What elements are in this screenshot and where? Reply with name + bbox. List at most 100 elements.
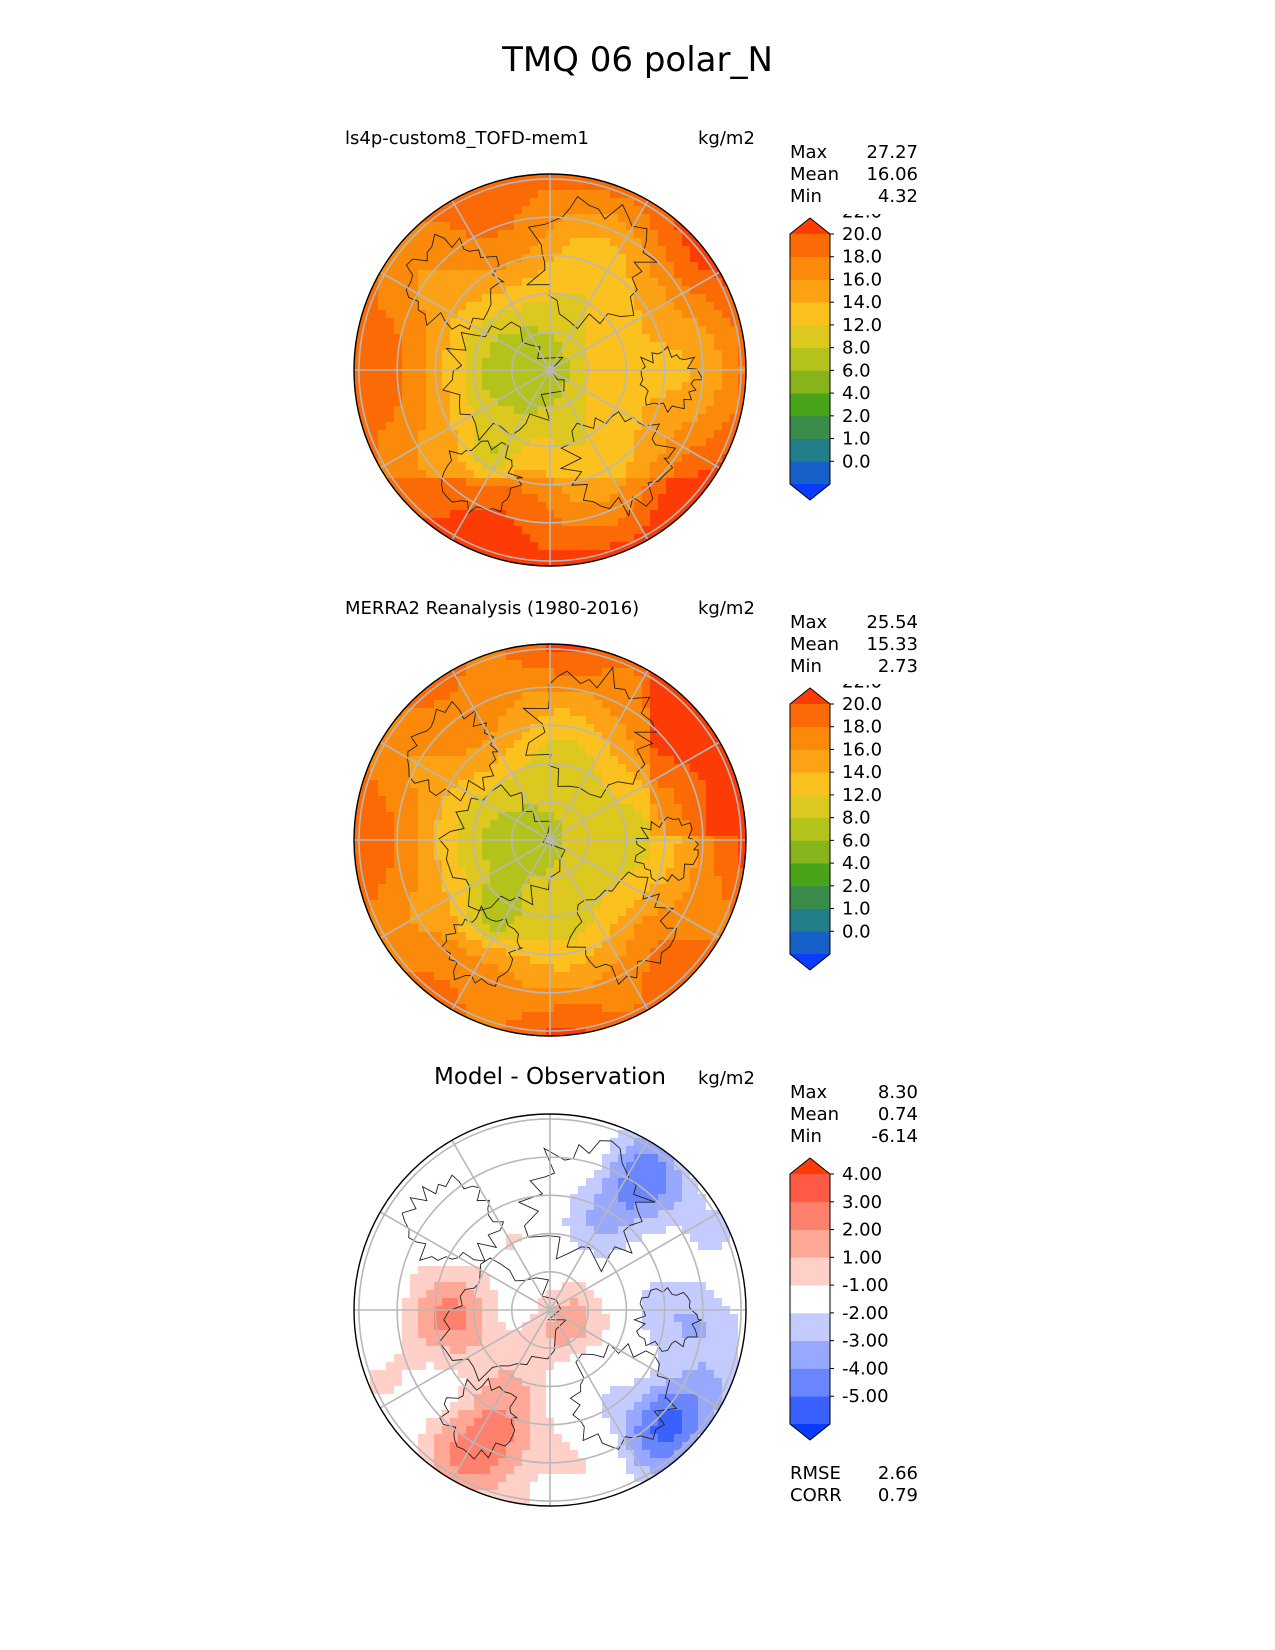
summary-stats: Max 8.30 Mean 0.74 Min -6.14: [790, 1082, 918, 1148]
colorbar-segment: [790, 772, 830, 796]
colorbar-segment: [790, 279, 830, 303]
colorbar-extend-max: [790, 1158, 830, 1174]
colorbar-tick-label: -4.00: [842, 1358, 889, 1379]
colorbar-tick-label: 2.0: [842, 406, 871, 427]
colorbar-extend-min: [790, 1424, 830, 1440]
colorbar-segment: [790, 256, 830, 280]
stat-row: Max 8.30: [790, 1082, 918, 1104]
summary-stats: Max 25.54 Mean 15.33 Min 2.73: [790, 612, 918, 678]
colorbar-segment: [790, 302, 830, 326]
colorbar-tick-label: 22.0: [842, 214, 882, 222]
stat-label: Max: [790, 612, 828, 633]
stat-label: Min: [790, 656, 822, 677]
colorbar: 0.01.02.04.06.08.012.014.016.018.020.0 22…: [789, 684, 882, 971]
stat-label: Min: [790, 186, 822, 207]
polar-map: [353, 1113, 747, 1507]
stat-row: Mean 0.74: [790, 1104, 918, 1126]
colorbar-segment: [790, 863, 830, 887]
stat-value: 25.54: [866, 612, 918, 633]
stat-label: Mean: [790, 1104, 840, 1125]
colorbar-segment: [790, 726, 830, 750]
colorbar-extend-max: [790, 218, 830, 234]
colorbar-segment: [790, 347, 830, 371]
colorbar-tick-label: 22.0: [842, 684, 882, 692]
colorbar-tick-label: 1.00: [842, 1247, 882, 1268]
stat-value: 2.73: [877, 656, 918, 677]
colorbar-tick-label: 14.0: [842, 762, 882, 783]
colorbar-tick-label: 8.0: [842, 338, 871, 359]
colorbar-tick-label: -3.00: [842, 1331, 889, 1352]
colorbar-segment: [790, 461, 830, 485]
stat-label: CORR: [790, 1485, 842, 1506]
colorbar-segment: [790, 234, 830, 258]
stat-row: Min 4.32: [790, 186, 918, 208]
colorbar-tick-label: 12.0: [842, 785, 882, 806]
stat-value: 16.06: [866, 164, 918, 185]
error-stats: RMSE 2.66 CORR 0.79: [790, 1463, 918, 1507]
colorbar-segment: [790, 438, 830, 462]
colorbar-segment: [790, 817, 830, 841]
colorbar-tick-label: 2.0: [842, 876, 871, 897]
stat-row: Min 2.73: [790, 656, 918, 678]
colorbar-tick-label: 0.0: [842, 921, 871, 942]
colorbar-tick-label: 2.00: [842, 1220, 882, 1241]
graticule: [354, 174, 746, 566]
colorbar-tick-label: 0.0: [842, 451, 871, 472]
colorbar-extend-min: [790, 484, 830, 500]
panel-obs: MERRA2 Reanalysis (1980-2016) kg/m2 Max 25.…: [0, 598, 1275, 1088]
graticule: [354, 1114, 746, 1506]
stat-label: Mean: [790, 634, 840, 655]
stat-row: RMSE 2.66: [790, 1463, 918, 1485]
units-label: kg/m2: [698, 128, 755, 149]
colorbar-segment: [790, 1340, 830, 1369]
stat-label: Max: [790, 1082, 828, 1103]
colorbar-segment: [790, 393, 830, 417]
colorbar-tick-label: 4.0: [842, 383, 871, 404]
colorbar-segment: [790, 1229, 830, 1258]
colorbar-tick-label: 18.0: [842, 717, 882, 738]
colorbar-tick-label: 1.0: [842, 899, 871, 920]
colorbar-tick-label: 3.00: [842, 1192, 882, 1213]
map-field: [354, 1114, 746, 1506]
stat-value: 2.66: [877, 1463, 918, 1484]
colorbar-segment: [790, 840, 830, 864]
stat-value: -6.14: [871, 1126, 918, 1147]
polar-map: [353, 173, 747, 567]
stat-row: Mean 16.06: [790, 164, 918, 186]
colorbar-tick-label: 16.0: [842, 269, 882, 290]
stat-row: Max 27.27: [790, 142, 918, 164]
colorbar-extend-min: [790, 954, 830, 970]
stat-label: Max: [790, 142, 828, 163]
colorbar-segment: [790, 1174, 830, 1203]
colorbar-tick-label: 4.00: [842, 1164, 882, 1185]
stat-value: 4.32: [877, 186, 918, 207]
stat-label: Min: [790, 1126, 822, 1147]
stat-value: 0.74: [877, 1104, 918, 1125]
stat-value: 0.79: [877, 1485, 918, 1506]
colorbar-segment: [790, 1312, 830, 1342]
colorbar-tick-label: 14.0: [842, 292, 882, 313]
colorbar-segment: [790, 1368, 830, 1397]
figure-title: TMQ 06 polar_N: [502, 40, 773, 80]
colorbar-segment: [790, 1257, 830, 1286]
stat-value: 15.33: [866, 634, 918, 655]
stat-label: Mean: [790, 164, 840, 185]
stat-label: RMSE: [790, 1463, 841, 1484]
colorbar-segment: [790, 794, 830, 819]
stat-value: 8.30: [877, 1082, 918, 1103]
colorbar-segment: [790, 324, 830, 349]
colorbar-segment: [790, 885, 830, 909]
units-label: kg/m2: [698, 1068, 755, 1089]
colorbar-tick-label: 16.0: [842, 739, 882, 760]
colorbar-segment: [790, 908, 830, 932]
colorbar-tick-label: 5.00: [842, 1154, 882, 1157]
colorbar-tick-label: 20.0: [842, 224, 882, 245]
panel-title: MERRA2 Reanalysis (1980-2016): [345, 598, 640, 619]
colorbar: 0.01.02.04.06.08.012.014.016.018.020.0 22…: [789, 214, 882, 501]
colorbar-segment: [790, 370, 830, 394]
colorbar-segment: [790, 749, 830, 773]
coastline: [407, 666, 699, 987]
stat-row: Min -6.14: [790, 1126, 918, 1148]
colorbar-segment: [790, 931, 830, 955]
colorbar-segment: [790, 704, 830, 728]
